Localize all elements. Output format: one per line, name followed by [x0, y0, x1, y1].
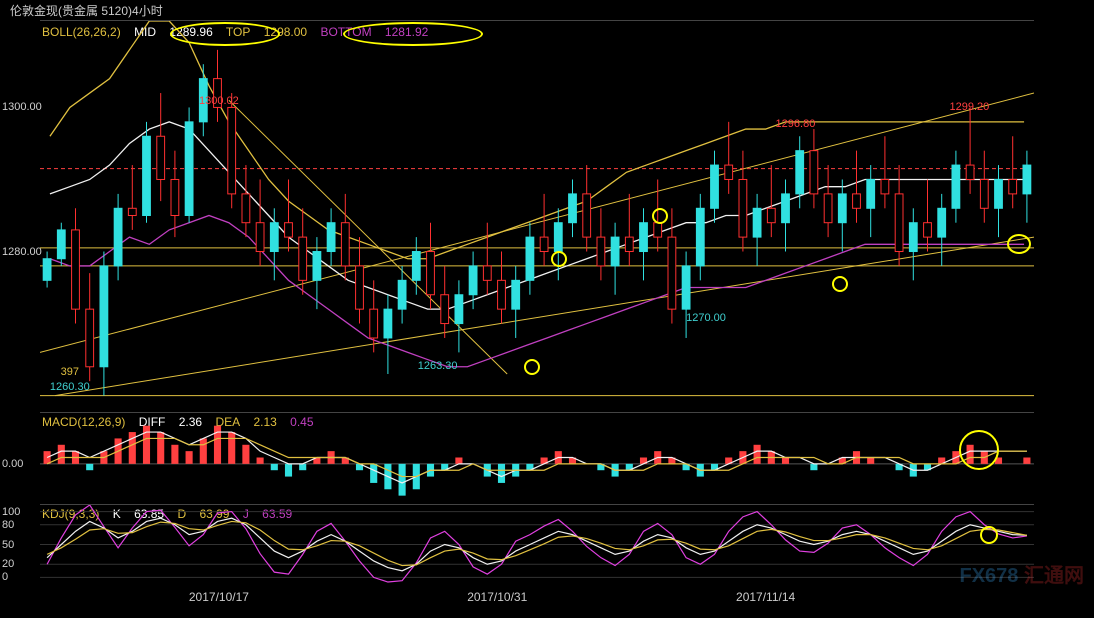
highlight-ellipse [959, 430, 999, 470]
price-panel[interactable]: BOLL(26,26,2) MID 1289.96 TOP 1298.00 BO… [40, 20, 1034, 410]
price-label: 1263.30 [418, 360, 458, 372]
watermark-fx: FX678 [960, 565, 1019, 587]
highlight-ellipse [652, 208, 668, 224]
price-label: 397 [61, 366, 79, 378]
highlight-ellipse [832, 276, 848, 292]
price-label: 1300.02 [199, 95, 239, 107]
date-axis: 2017/10/17 2017/10/31 2017/11/14 [40, 586, 1034, 616]
date-tick: 2017/11/14 [736, 590, 795, 604]
highlight-ellipse [524, 359, 540, 375]
macd-panel[interactable]: MACD(12,26,9) DIFF 2.36 DEA 2.13 0.45 0.… [40, 412, 1034, 502]
price-label: 1296.80 [776, 118, 816, 130]
instrument-title: 伦敦金现(贵金属 5120)4小时 [10, 2, 163, 19]
highlight-ellipse [551, 251, 567, 267]
date-tick: 2017/10/17 [189, 590, 249, 604]
price-svg [40, 21, 1034, 410]
price-label: 1270.00 [686, 312, 726, 324]
chart-root: 伦敦金现(贵金属 5120)4小时 BOLL(26,26,2) MID 1289… [0, 0, 1094, 618]
watermark-cn: 汇通网 [1024, 565, 1084, 587]
highlight-ellipse [343, 22, 483, 46]
date-tick: 2017/10/31 [467, 590, 527, 604]
macd-svg [40, 413, 1034, 502]
kdj-svg [40, 505, 1034, 584]
price-label: 1260.30 [50, 381, 90, 393]
watermark: FX678 汇通网 [960, 559, 1085, 588]
kdj-panel[interactable]: KDJ(9,3,3) K 63.85 D 63.99 J 63.59 02050… [40, 504, 1034, 584]
highlight-ellipse [170, 22, 280, 46]
price-label: 1299.20 [949, 101, 989, 113]
